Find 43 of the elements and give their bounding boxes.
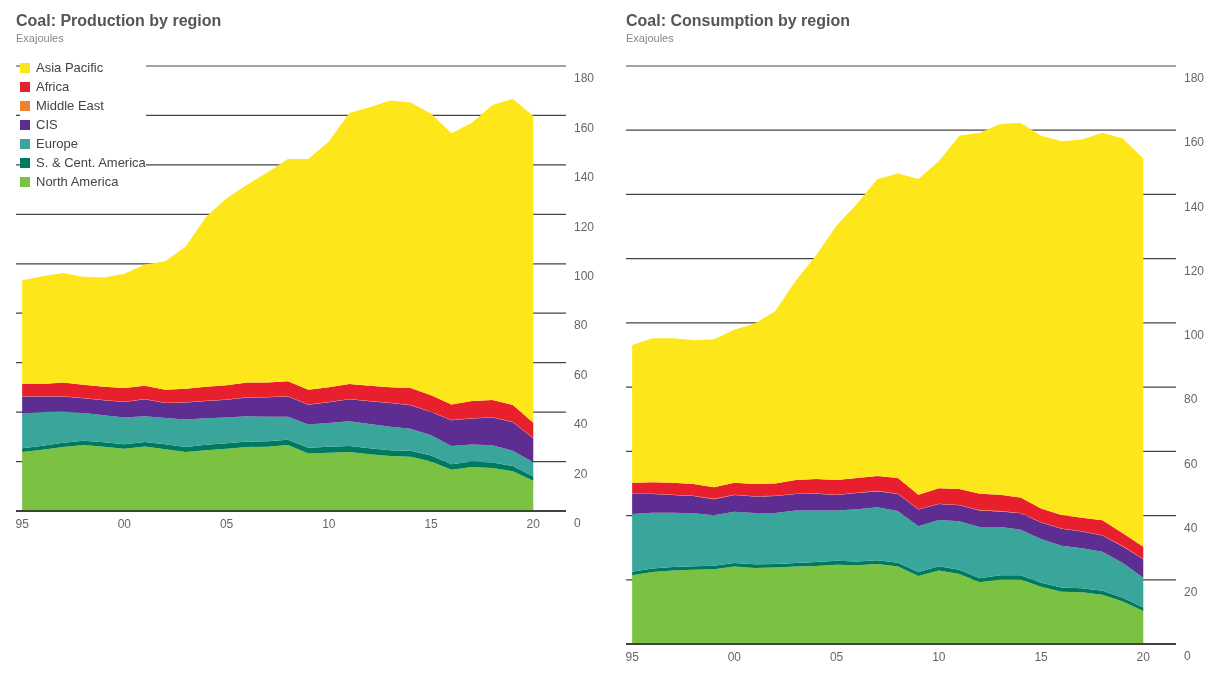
y-tick-label: 160	[574, 120, 595, 135]
chart-subtitle: Exajoules	[16, 32, 65, 46]
y-tick-label: 120	[1184, 263, 1205, 278]
x-tick-label: 05	[219, 516, 234, 531]
y-tick-label: 20	[574, 466, 588, 481]
y-tick-label: 40	[574, 417, 588, 432]
chart-title: Coal: Production by region	[16, 12, 223, 31]
legend-label: Europe	[36, 136, 78, 151]
legend-label: Asia Pacific	[36, 60, 104, 75]
legend-label: Middle East	[36, 98, 104, 113]
y-tick-label: 60	[574, 367, 588, 382]
y-tick-label: 160	[1184, 135, 1205, 150]
legend-label: Africa	[36, 79, 70, 94]
y-tick-label: 100	[574, 269, 595, 284]
x-tick-label: 15	[424, 516, 439, 531]
chart-subtitle: Exajoules	[626, 32, 675, 46]
x-tick-label: 20	[526, 516, 541, 531]
y-tick-label: 120	[574, 219, 595, 234]
y-tick-label: 180	[574, 71, 595, 86]
x-tick-label: 95	[625, 649, 640, 664]
y-tick-label: 0	[574, 516, 581, 531]
y-tick-label: 40	[1184, 520, 1198, 535]
x-tick-label: 00	[117, 516, 132, 531]
legend-label: North America	[36, 174, 119, 189]
y-tick-label: 0	[1184, 649, 1191, 664]
y-tick-label: 100	[1184, 328, 1205, 343]
x-tick-label: 20	[1136, 649, 1151, 664]
y-tick-label: 80	[574, 318, 588, 333]
x-tick-label: 15	[1034, 649, 1049, 664]
x-tick-label: 95	[15, 516, 30, 531]
legend-label: S. & Cent. America	[36, 155, 146, 170]
x-tick-label: 00	[727, 649, 742, 664]
y-tick-label: 180	[1184, 71, 1205, 86]
x-tick-label: 10	[932, 649, 946, 664]
x-tick-label: 10	[322, 516, 336, 531]
chart-title: Coal: Consumption by region	[626, 12, 851, 31]
y-tick-label: 140	[574, 170, 595, 185]
legend-label: CIS	[36, 117, 58, 132]
y-tick-label: 140	[1184, 199, 1205, 214]
y-tick-label: 20	[1184, 585, 1198, 600]
x-tick-label: 05	[829, 649, 844, 664]
y-tick-label: 80	[1184, 392, 1198, 407]
y-tick-label: 60	[1184, 456, 1198, 471]
